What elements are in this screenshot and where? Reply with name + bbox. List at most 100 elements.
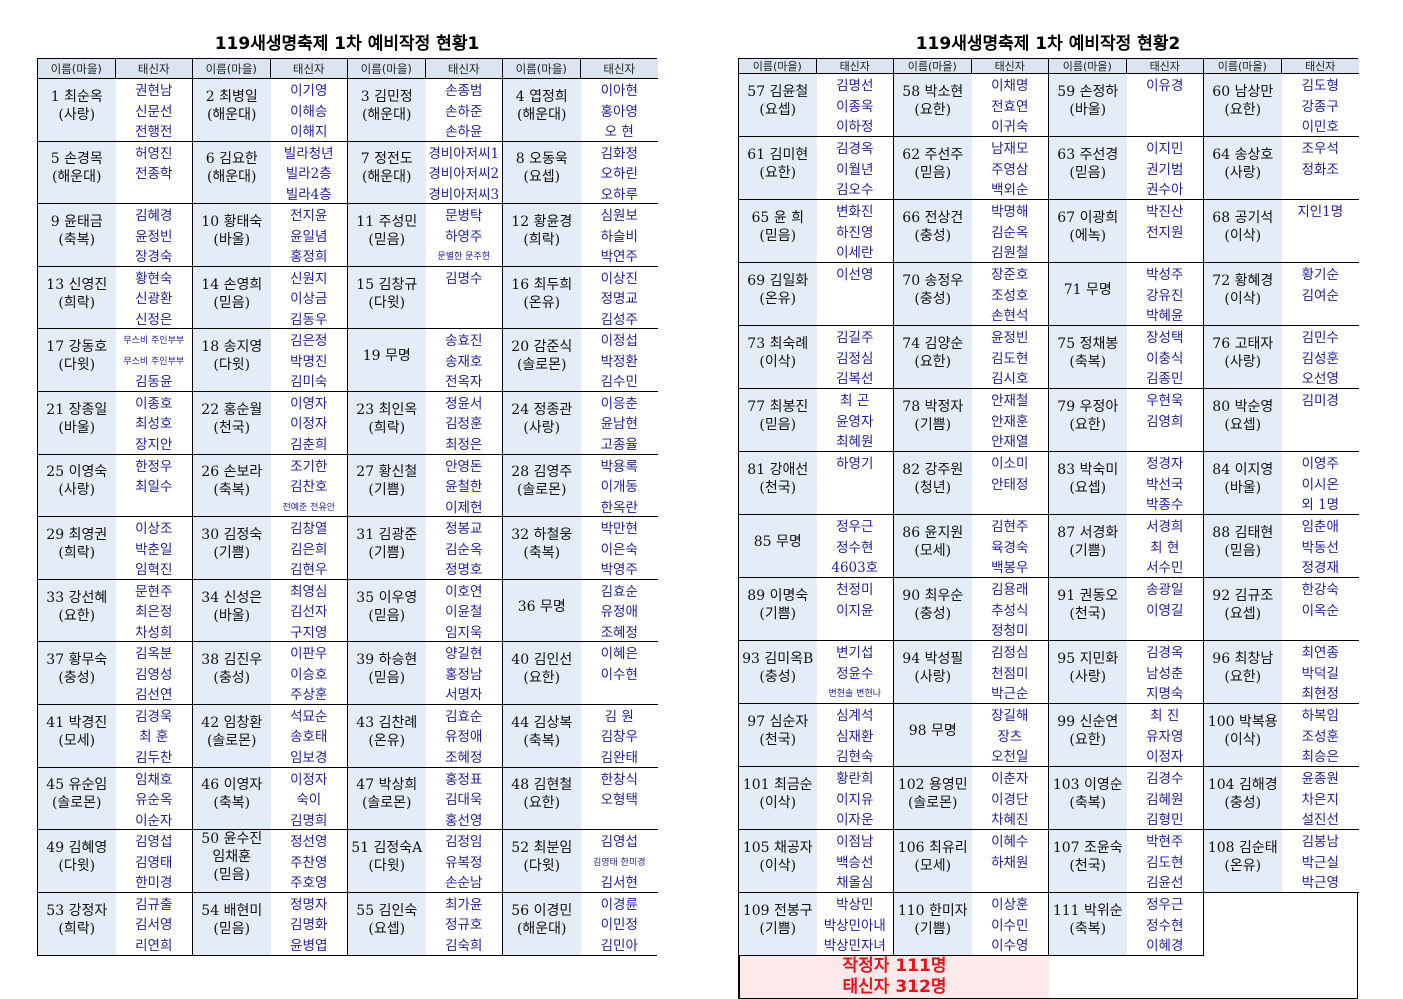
prospect-name: 김서현 — [600, 875, 638, 892]
pledger-line: 3 김민정 — [348, 88, 426, 106]
pledger-cell: 97 심순자 (천국) — [739, 704, 817, 767]
prospect-name: 한미경 — [135, 875, 173, 892]
prospect-name: 윤철한 — [445, 479, 483, 496]
prospect-name: 하슬비 — [600, 228, 638, 245]
pledger-village: (믿음) — [213, 866, 251, 883]
prospect-name: 장경숙 — [135, 249, 173, 266]
prospect-name: 이수민 — [991, 917, 1029, 934]
pledger-cell: 46 이영자 (축복) — [193, 767, 271, 831]
prospects-cell: 최영심 김선자 구지영 — [270, 579, 348, 643]
pledger-cell: 64 송상호 (사랑) — [1204, 137, 1282, 200]
prospect-name: 김선자 — [290, 604, 328, 621]
prospects-cell: 최연종 박덕길 최현정 — [1281, 641, 1359, 704]
pledger-number: 42 — [201, 714, 220, 731]
pledger-line: 11 주성민 — [348, 213, 426, 231]
pledger-cell: 100 박복용 (이삭) — [1204, 704, 1282, 767]
pledger-name: 신성은 — [223, 589, 263, 606]
prospect-name: 오형택 — [600, 792, 638, 809]
prospects-cell: 김정심 천점미 박근순 — [971, 641, 1049, 704]
pledger-line: 35 이우영 — [348, 589, 426, 607]
prospect-name: 이영자 — [290, 395, 328, 412]
prospects-cell: 이경륜 이민정 김민아 — [580, 892, 658, 956]
prospect-name: 박근영 — [1301, 875, 1339, 891]
pledger-cell: 42 임창환 (솔로몬) — [193, 704, 271, 768]
pledger-cell: 30 김정숙 (기쁨) — [193, 517, 271, 580]
pledger-village: (사랑) — [58, 106, 96, 123]
prospects-cell: 심계석 심재환 김현숙 — [816, 704, 894, 767]
prospect-name: 이충식 — [1146, 350, 1184, 367]
pledger-village: (사랑) — [58, 482, 96, 499]
prospect-name: 김윤선 — [1146, 875, 1184, 891]
pledger-village: (충성) — [213, 670, 251, 687]
pledger-cell: 74 김양순 (요한) — [894, 326, 972, 389]
prospect-name: 이수영 — [991, 938, 1029, 954]
prospect-name: 김현주 — [991, 519, 1029, 535]
prospect-name: 유자영 — [1146, 728, 1184, 745]
pledger-name: 장종일 — [68, 401, 108, 418]
pledger-number: 56 — [511, 903, 530, 920]
prospects-cell: 김경수 김혜원 김형민 — [1126, 767, 1204, 830]
prospect-name: 정수현 — [1146, 917, 1184, 934]
prospect-name: 차혜진 — [991, 812, 1029, 828]
prospect-name: 박현주 — [1146, 834, 1184, 850]
prospect-name: 권기범 — [1146, 161, 1184, 178]
prospect-name: 윤병엽 — [290, 937, 328, 954]
prospect-name: 송호태 — [290, 729, 328, 746]
prospect-name: 최 훈 — [139, 729, 169, 746]
prospect-name: 구지영 — [290, 624, 328, 641]
pledger-number: 11 — [356, 213, 375, 230]
prospect-name: 이혜은 — [600, 646, 638, 663]
pledger-cell: 28 김영주 (솔로몬) — [503, 454, 581, 518]
prospects-cell: 윤종원 차은지 설진선 — [1281, 767, 1359, 830]
pledger-number: 80 — [1212, 399, 1231, 415]
pledger-village: (이삭) — [1224, 732, 1262, 748]
pledger-line: 31 김광준 — [348, 526, 426, 544]
prospect-name: 고종율 — [600, 436, 638, 453]
pledger-cell: 79 우정아 (요한) — [1049, 389, 1127, 452]
pledger-number: 85 — [753, 534, 772, 550]
pledger-line: 2 최병일 — [193, 88, 271, 106]
prospect-name: 전종학 — [135, 166, 173, 183]
pledger-cell: 41 박경진 (모세) — [38, 704, 116, 768]
pledger-number: 40 — [511, 652, 530, 669]
pledger-name: 박상희 — [378, 777, 418, 794]
pledger-number: 103 — [1052, 777, 1080, 793]
prospect-name: 최혜원 — [836, 434, 874, 450]
pledger-line: 83 박숙미 — [1049, 461, 1127, 479]
pledger-cell: 15 김창규 (다윗) — [348, 266, 426, 330]
prospect-name: 홍정희 — [290, 249, 328, 266]
pledger-village: (이삭) — [1224, 291, 1262, 307]
pledger-name: 김일화 — [769, 273, 809, 289]
prospects-cell: 남재모 주영삼 백외순 — [971, 137, 1049, 200]
prospects-cell: 김용래 추성식 정청미 — [971, 578, 1049, 641]
prospects-cell: 이영주 이시온 외 1명 — [1281, 452, 1359, 515]
prospects-cell: 이상조 박춘일 임혁진 — [115, 517, 193, 580]
pledger-cell: 24 정종관 (사랑) — [503, 391, 581, 455]
pledger-number: 106 — [897, 840, 925, 856]
prospect-name: 지명숙 — [1146, 686, 1184, 702]
pledger-cell: 81 강애선 (천국) — [739, 452, 817, 515]
pledger-number: 4 — [515, 88, 525, 105]
pledger-number: 10 — [201, 213, 220, 230]
pledger-line: 63 주선경 — [1049, 146, 1127, 164]
pledger-line: 88 김태현 — [1204, 524, 1282, 542]
prospect-name: 정화조 — [1301, 161, 1339, 178]
pledger-line: 23 최인옥 — [348, 401, 426, 419]
pledger-cell: 53 강정자 (희락) — [38, 892, 116, 956]
prospects-cell: 손종범 손하준 손하윤 — [425, 79, 503, 142]
pledger-name: 황윤경 — [533, 213, 573, 230]
pledger-number: 100 — [1207, 714, 1235, 730]
pledger-cell: 26 손보라 (축복) — [193, 454, 271, 518]
prospect-name: 빌라4층 — [285, 186, 332, 203]
prospects-cell: 김경옥 남성춘 지명숙 — [1126, 641, 1204, 704]
prospect-name: 김경옥 — [836, 141, 874, 157]
prospect-name: 김정훈 — [445, 416, 483, 433]
prospect-name: 무스비 주인부부 — [123, 356, 185, 367]
pledger-cell: 52 최분임 (다윗) — [503, 830, 581, 893]
prospects-cell: 무스비 주인부부 무스비 주인부부 김동윤 — [115, 329, 193, 392]
prospect-name: 김대욱 — [445, 792, 483, 809]
prospect-name: 조혜정 — [445, 749, 483, 766]
pledger-line: 101 최금순 — [739, 776, 817, 794]
prospects-cell: 박상민 박상민아내 박상민자녀 — [816, 893, 894, 956]
header-name: 이름(마을) — [348, 59, 426, 79]
